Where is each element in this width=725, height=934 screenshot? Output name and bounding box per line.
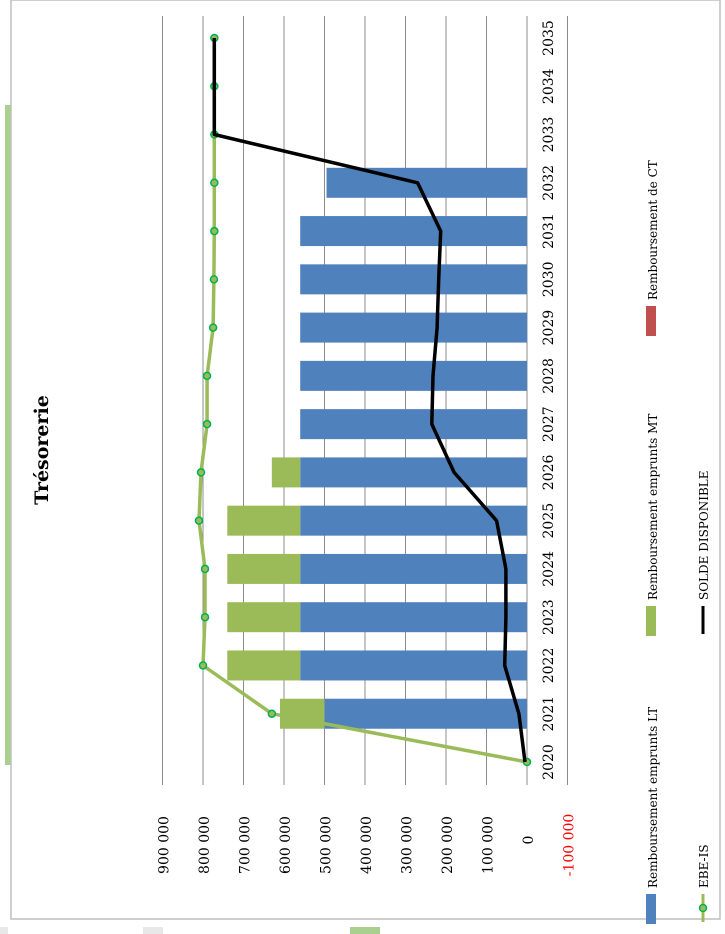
x-tick-label-2029: 2029 <box>541 310 557 346</box>
x-tick-label-2034: 2034 <box>541 68 557 104</box>
legend-label: Remboursement emprunts MT <box>646 414 660 600</box>
bar-remboursement-emprunts-lt-2030 <box>300 264 527 295</box>
y-tick-label: 900 000 <box>157 816 173 874</box>
x-tick-label-2023: 2023 <box>541 599 557 635</box>
x-tick-label-2032: 2032 <box>541 165 557 201</box>
marker-ebe-is-2032 <box>210 178 219 188</box>
x-tick-label-2025: 2025 <box>541 503 557 539</box>
page-decoration <box>350 927 380 934</box>
x-tick-label-2024: 2024 <box>541 551 557 587</box>
legend-label: EBE-IS <box>697 844 711 888</box>
y-tick-label: 700 000 <box>238 816 254 874</box>
marker-ebe-is-2027 <box>202 419 212 429</box>
chart-border <box>10 0 721 920</box>
legend: Remboursement emprunts LT Remboursement e… <box>646 160 711 924</box>
y-tick-labels: 900 000 800 000 700 000 600 000 500 000 400 0… <box>157 814 578 877</box>
line-solde-disponible <box>212 38 527 763</box>
bars <box>227 167 527 729</box>
page-decoration <box>5 105 11 765</box>
x-tick-label-2031: 2031 <box>541 213 557 249</box>
legend-item-ebe-is: EBE-IS <box>697 844 711 922</box>
marker-ebe-is-2023 <box>200 612 210 622</box>
legend-item-remboursement-de-ct: Remboursement de CT <box>646 160 660 336</box>
x-tick-label-2028: 2028 <box>541 358 557 394</box>
bar-remboursement-emprunts-lt-2025 <box>300 505 527 536</box>
bar-remboursement-emprunts-lt-2032 <box>326 167 527 198</box>
x-tick-labels: 2020 2021 2022 2023 2024 2025 2026 2027 2028 2029… <box>541 20 557 780</box>
marker-ebe-is-2021 <box>267 709 277 718</box>
line-ebe-is <box>197 38 528 764</box>
legend-label: Remboursement emprunts LT <box>646 707 660 888</box>
marker-ebe-is-2026 <box>196 468 206 477</box>
y-tick-label: 400 000 <box>359 816 375 874</box>
x-tick-label-2035: 2035 <box>541 20 557 56</box>
chart-title: Trésorerie <box>31 395 53 505</box>
bar-remboursement-emprunts-lt-2024 <box>300 553 527 584</box>
x-tick-label-2020: 2020 <box>541 744 557 780</box>
marker-ebe-is-2024 <box>200 564 210 574</box>
y-tick-label: 100 000 <box>481 816 497 874</box>
page-decoration <box>143 927 163 934</box>
bar-remboursement-emprunts-lt-2029 <box>300 312 527 343</box>
bar-remboursement-emprunts-mt-2026 <box>271 457 301 488</box>
x-tick-label-2026: 2026 <box>541 454 557 490</box>
marker-ebe-is-2028 <box>202 371 212 381</box>
y-tick-label: 800 000 <box>197 816 213 874</box>
legend-item-remboursement-emprunts-mt: Remboursement emprunts MT <box>646 414 660 636</box>
marker-ebe-is-2031 <box>210 226 219 236</box>
legend-swatch <box>646 306 656 336</box>
x-tick-label-2022: 2022 <box>541 648 557 684</box>
page-decoration <box>0 927 8 934</box>
bar-remboursement-emprunts-lt-2021 <box>324 698 527 729</box>
bar-remboursement-emprunts-lt-2031 <box>300 216 527 247</box>
y-tick-label: 0 <box>521 836 537 845</box>
legend-item-solde-disponible: SOLDE DISPONIBLE <box>697 470 711 634</box>
y-tick-label: 300 000 <box>400 816 416 874</box>
marker-ebe-is-2030 <box>209 275 219 284</box>
bar-remboursement-emprunts-lt-2023 <box>300 602 527 633</box>
y-tick-label: -100 000 <box>562 814 578 877</box>
bar-remboursement-emprunts-lt-2022 <box>300 650 527 681</box>
bar-remboursement-emprunts-lt-2027 <box>300 409 527 440</box>
bar-remboursement-emprunts-mt-2023 <box>227 602 301 633</box>
legend-swatch <box>646 894 656 924</box>
legend-item-remboursement-emprunts-lt: Remboursement emprunts LT <box>646 707 660 924</box>
y-tick-label: 500 000 <box>319 816 335 874</box>
marker-ebe-is-2029 <box>208 323 218 332</box>
x-tick-label-2021: 2021 <box>541 696 557 732</box>
bar-remboursement-emprunts-mt-2022 <box>227 650 301 681</box>
bar-remboursement-emprunts-lt-2028 <box>300 360 527 391</box>
x-tick-label-2027: 2027 <box>541 406 557 442</box>
bar-remboursement-emprunts-mt-2024 <box>227 553 301 584</box>
y-tick-label: 600 000 <box>278 816 294 874</box>
marker-ebe-is-2022 <box>198 661 208 670</box>
legend-marker <box>698 903 708 913</box>
x-tick-label-2033: 2033 <box>541 117 557 153</box>
legend-label: Remboursement de CT <box>646 160 660 300</box>
lines <box>194 33 532 767</box>
bar-remboursement-emprunts-lt-2026 <box>300 457 527 488</box>
legend-label: SOLDE DISPONIBLE <box>697 470 711 600</box>
y-tick-label: 200 000 <box>440 816 456 874</box>
bar-remboursement-emprunts-mt-2025 <box>227 505 301 536</box>
bar-remboursement-emprunts-mt-2021 <box>279 698 325 729</box>
marker-ebe-is-2025 <box>194 516 204 525</box>
legend-swatch <box>646 606 656 636</box>
x-tick-label-2030: 2030 <box>541 262 557 298</box>
